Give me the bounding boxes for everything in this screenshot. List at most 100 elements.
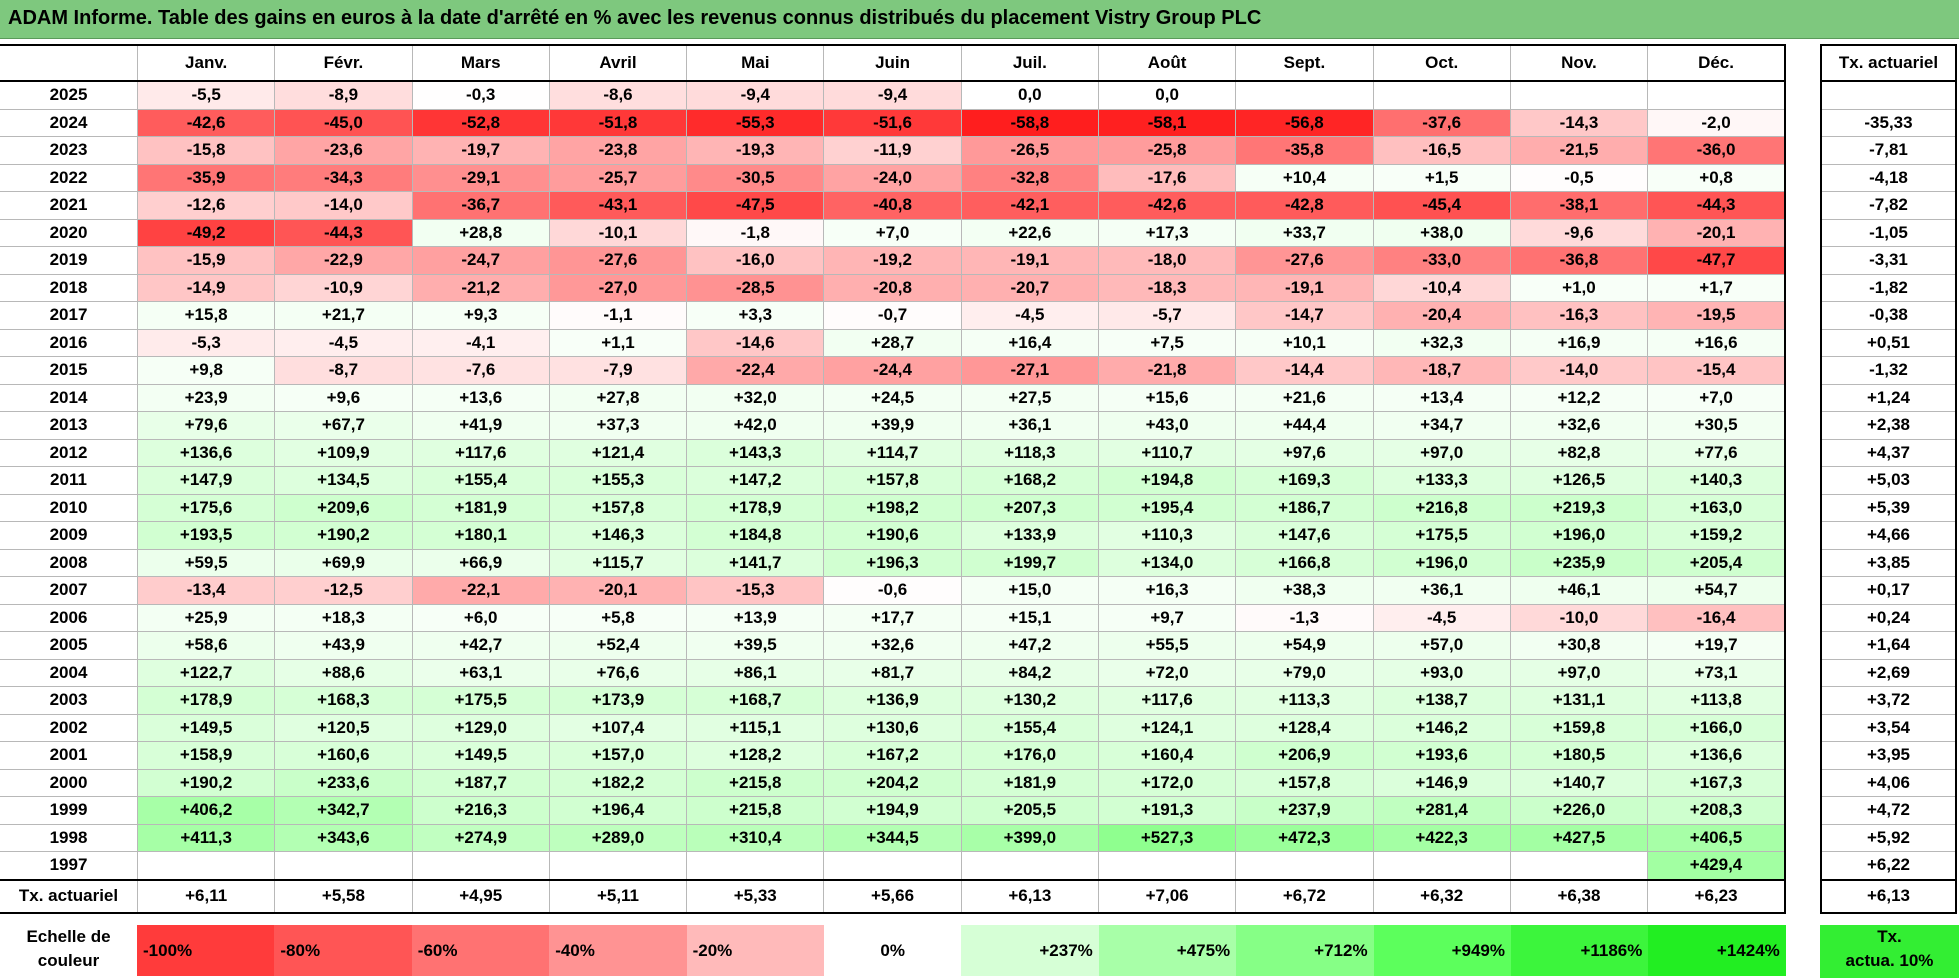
gain-cell: +7,0 (1647, 383, 1787, 412)
rate-row: -4,18 (1820, 163, 1957, 192)
gain-cell: -7,6 (411, 356, 550, 385)
gain-cell: +196,0 (1509, 521, 1649, 550)
gain-cell: -22,1 (411, 576, 550, 605)
gain-cell: +310,4 (686, 823, 825, 852)
gain-cell (1647, 80, 1787, 110)
gain-cell: +86,1 (686, 658, 825, 687)
summary-cell: +7,06 (1097, 878, 1237, 914)
year-label: 2002 (0, 713, 138, 742)
gain-cell: +207,3 (960, 493, 1099, 522)
gain-cell: -28,5 (686, 273, 825, 302)
gain-cell: +193,6 (1372, 741, 1511, 770)
gain-cell (1097, 851, 1237, 880)
gain-cell: +411,3 (136, 823, 276, 852)
gain-cell: +124,1 (1097, 713, 1237, 742)
gain-cell: +121,4 (548, 438, 688, 467)
table-row: 2025 -5,5 -8,9 -0,3 -8,6 -9,4 -9,4 0,0 0,0 (0, 80, 1787, 110)
gain-cell: +88,6 (274, 658, 413, 687)
gain-cell: +406,5 (1647, 823, 1787, 852)
gain-cell: +55,5 (1097, 631, 1237, 660)
gain-cell: +21,6 (1235, 383, 1374, 412)
rate-row: +0,24 (1820, 603, 1957, 632)
gain-cell: -45,0 (274, 108, 413, 137)
table-row: 2000 +190,2 +233,6 +187,7 +182,2 +215,8 +204,2… (0, 768, 1787, 797)
gain-cell: -14,0 (274, 191, 413, 220)
gain-cell: -4,1 (411, 328, 550, 357)
gain-cell: +129,0 (411, 713, 550, 742)
rate-row: +4,06 (1820, 768, 1957, 797)
gain-cell: +15,6 (1097, 383, 1237, 412)
rate-row: +3,72 (1820, 686, 1957, 715)
gain-cell: -20,8 (823, 273, 962, 302)
gain-cell: -26,5 (960, 136, 1099, 165)
gain-cell: +216,8 (1372, 493, 1511, 522)
gain-cell: -1,1 (548, 301, 688, 330)
gain-cell: -35,8 (1235, 136, 1374, 165)
rate-cell: -7,81 (1820, 136, 1957, 165)
gain-cell: -8,6 (548, 80, 688, 110)
rate-badge: Tx. actua. 10% (1820, 925, 1959, 978)
gain-cell: -16,3 (1509, 301, 1649, 330)
gain-cell: +10,1 (1235, 328, 1374, 357)
year-label: 2015 (0, 356, 138, 385)
gain-cell: +93,0 (1372, 658, 1511, 687)
gain-cell: -14,9 (136, 273, 276, 302)
gain-cell: -4,5 (1372, 603, 1511, 632)
gain-cell: -16,5 (1372, 136, 1511, 165)
table-row: 2008 +59,5 +69,9 +66,9 +115,7 +141,7 +196,3 +19… (0, 548, 1787, 577)
gain-cell: -19,1 (960, 246, 1099, 275)
year-label: 2018 (0, 273, 138, 302)
gain-cell: +143,3 (686, 438, 825, 467)
gain-cell: +215,8 (686, 796, 825, 825)
gain-cell: -23,6 (274, 136, 413, 165)
year-label: 2009 (0, 521, 138, 550)
gain-cell: -15,4 (1647, 356, 1787, 385)
gain-cell: +34,7 (1372, 411, 1511, 440)
summary-label: Tx. actuariel (0, 878, 138, 914)
rate-row: +4,66 (1820, 521, 1957, 550)
rate-cell: -1,82 (1820, 273, 1957, 302)
gain-cell: +128,2 (686, 741, 825, 770)
gain-cell (1235, 80, 1374, 110)
gain-cell: +147,2 (686, 466, 825, 495)
gain-cell: +9,8 (136, 356, 276, 385)
gain-cell: +27,5 (960, 383, 1099, 412)
gain-cell: +47,2 (960, 631, 1099, 660)
month-header: Juin (823, 44, 962, 82)
gain-cell: -42,6 (136, 108, 276, 137)
color-scale-swatch: -60% (411, 925, 550, 976)
gain-cell: +36,1 (960, 411, 1099, 440)
year-label: 1999 (0, 796, 138, 825)
gain-cell: -42,8 (1235, 191, 1374, 220)
gain-cell: +42,0 (686, 411, 825, 440)
year-label: 2022 (0, 163, 138, 192)
gain-cell: +58,6 (136, 631, 276, 660)
gain-cell: +28,8 (411, 218, 550, 247)
rate-cell: +1,24 (1820, 383, 1957, 412)
gain-cell: +36,1 (1372, 576, 1511, 605)
table-row: 2005 +58,6 +43,9 +42,7 +52,4 +39,5 +32,6 +47,2 +… (0, 631, 1787, 660)
gain-cell: +399,0 (960, 823, 1099, 852)
gain-cell: -24,7 (411, 246, 550, 275)
gain-cell: +128,4 (1235, 713, 1374, 742)
gain-cell: +138,7 (1372, 686, 1511, 715)
rate-row: +2,38 (1820, 411, 1957, 440)
gain-cell: -18,3 (1097, 273, 1237, 302)
gain-cell: +66,9 (411, 548, 550, 577)
gain-cell: -23,8 (548, 136, 688, 165)
gain-cell: +32,6 (1509, 411, 1649, 440)
color-scale-swatch: -40% (549, 925, 687, 976)
gain-cell: -24,0 (823, 163, 962, 192)
gain-cell: +159,2 (1647, 521, 1787, 550)
gain-cell: +13,6 (411, 383, 550, 412)
gain-cell: -14,4 (1235, 356, 1374, 385)
gain-cell: +73,1 (1647, 658, 1787, 687)
gain-cell: +168,7 (686, 686, 825, 715)
gain-cell: +25,9 (136, 603, 276, 632)
gain-cell: -51,8 (548, 108, 688, 137)
legend-label-line2: couleur (37, 951, 100, 970)
gain-cell: -33,0 (1372, 246, 1511, 275)
gain-cell: +44,4 (1235, 411, 1374, 440)
gain-cell: -19,7 (411, 136, 550, 165)
table-row: 2024 -42,6 -45,0 -52,8 -51,8 -55,3 -51,6 -58,8-… (0, 108, 1787, 137)
